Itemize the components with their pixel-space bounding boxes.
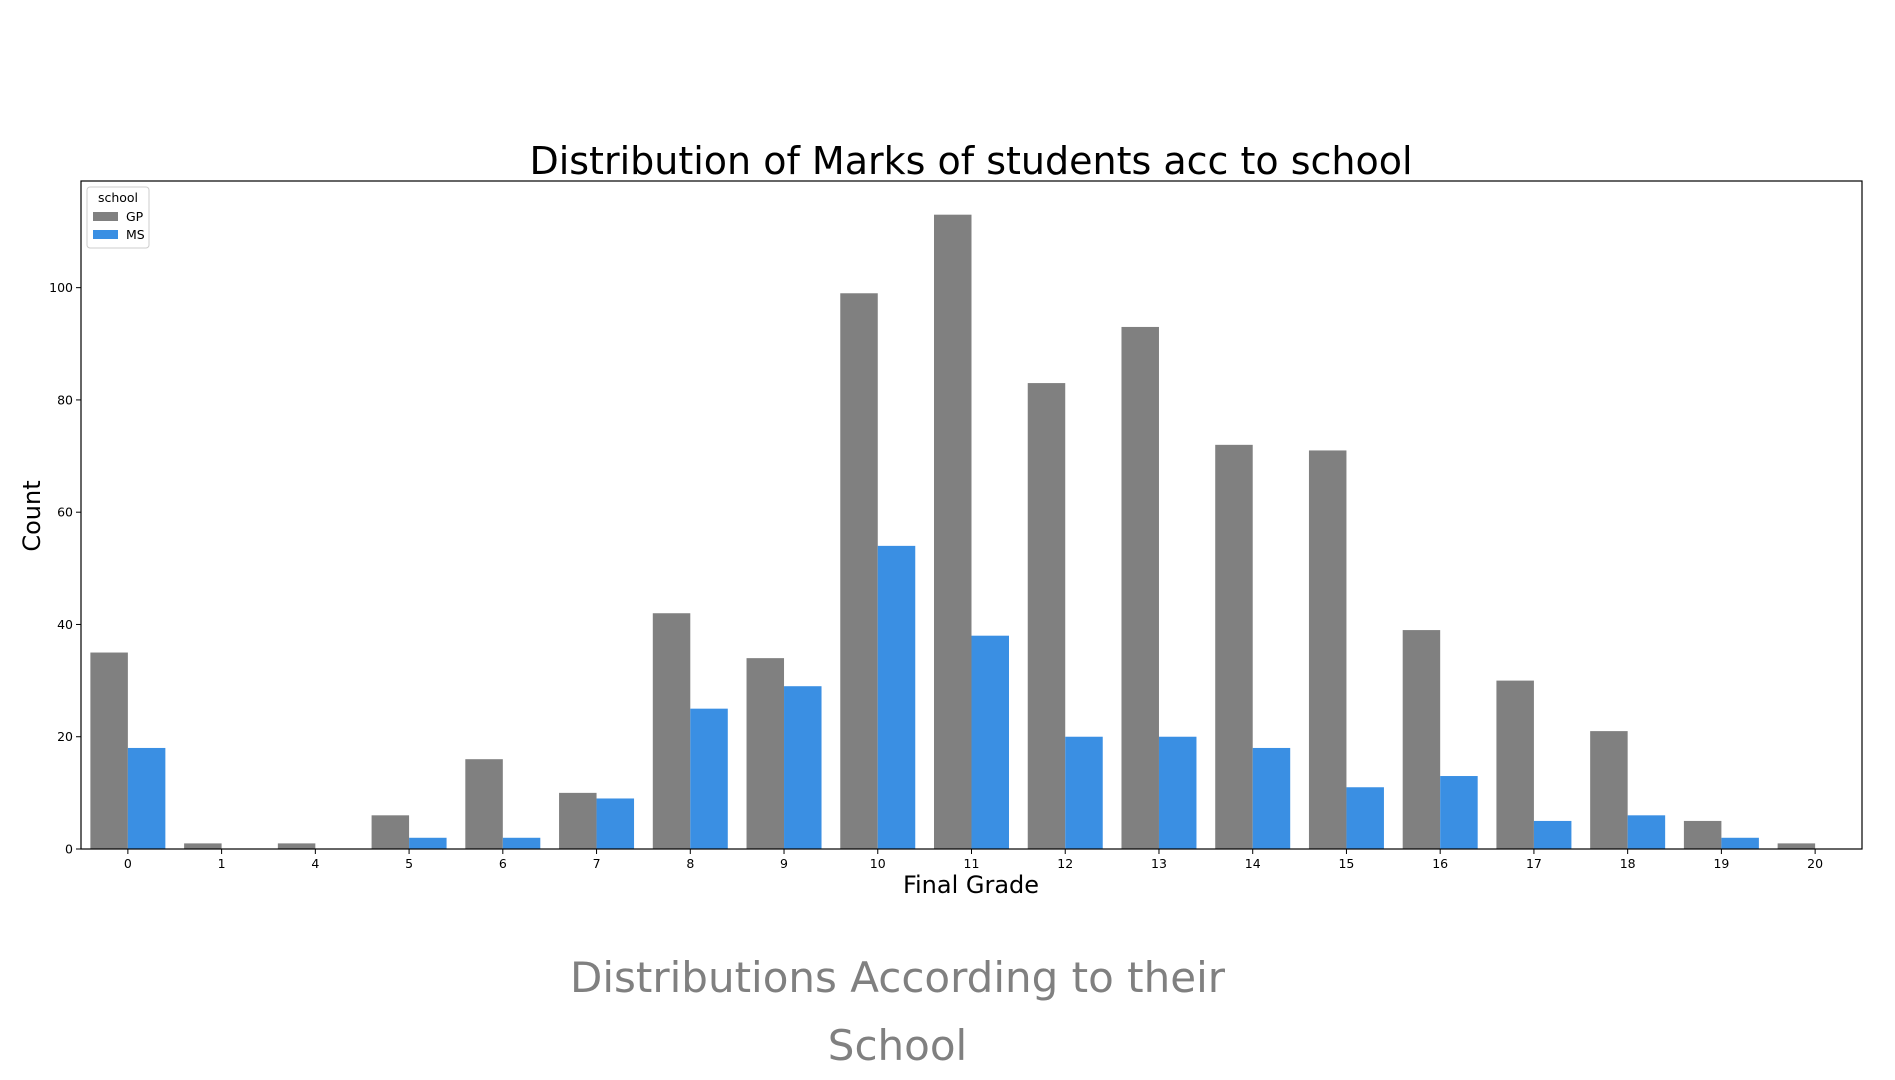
legend-title: school xyxy=(98,190,138,205)
bar-ms-15 xyxy=(1346,787,1384,849)
y-tick-label: 40 xyxy=(57,617,73,632)
bar-gp-0 xyxy=(90,652,128,849)
x-tick-label: 17 xyxy=(1526,856,1542,871)
bar-gp-8 xyxy=(652,613,691,849)
bar-gp-16 xyxy=(1402,630,1441,849)
slide-caption: Distributions According to their School xyxy=(570,953,1225,1070)
bar-gp-6 xyxy=(465,759,503,849)
legend-swatch-gp xyxy=(93,212,118,221)
x-tick-label: 15 xyxy=(1338,856,1354,871)
x-axis-label: Final Grade xyxy=(903,871,1039,899)
x-tick-label: 4 xyxy=(311,856,319,871)
bar-ms-14 xyxy=(1252,747,1291,849)
legend-swatch-ms xyxy=(93,230,118,239)
y-tick-label: 100 xyxy=(49,280,73,295)
x-tick-label: 6 xyxy=(499,856,507,871)
legend: school GP MS xyxy=(86,186,150,249)
bar-ms-18 xyxy=(1627,815,1666,849)
x-axis-ticks: 0 1 4 5 6 7 8 9 10 11 12 13 14 15 16 17 18 19 20 xyxy=(124,849,1823,871)
bar-gp-20 xyxy=(1777,843,1816,849)
legend-label-gp: GP xyxy=(126,209,144,224)
y-tick-label: 60 xyxy=(57,505,73,520)
bar-gp-12 xyxy=(1027,383,1066,849)
x-tick-label: 9 xyxy=(780,856,788,871)
bar-gp-19 xyxy=(1683,820,1722,849)
bar-gp-18 xyxy=(1590,731,1628,849)
x-tick-label: 16 xyxy=(1432,856,1448,871)
bar-ms-9 xyxy=(784,686,822,849)
plot-frame xyxy=(80,180,1863,850)
bar-gp-7 xyxy=(559,792,597,849)
x-tick-label: 18 xyxy=(1620,856,1636,871)
x-tick-label: 13 xyxy=(1151,856,1167,871)
bar-gp-9 xyxy=(746,658,785,849)
bars-group xyxy=(90,214,1816,850)
bar-ms-7 xyxy=(596,798,635,849)
y-tick-label: 80 xyxy=(57,392,73,407)
bar-gp-15 xyxy=(1308,450,1347,849)
y-tick-label: 20 xyxy=(57,729,73,744)
x-tick-label: 11 xyxy=(964,856,980,871)
legend-label-ms: MS xyxy=(126,227,145,242)
x-tick-label: 7 xyxy=(593,856,601,871)
x-tick-label: 8 xyxy=(686,856,694,871)
x-tick-label: 14 xyxy=(1245,856,1261,871)
bar-ms-16 xyxy=(1440,776,1478,849)
chart-title: Distribution of Marks of students acc to… xyxy=(529,139,1412,183)
bar-gp-13 xyxy=(1121,326,1159,849)
bar-ms-13 xyxy=(1158,736,1197,849)
x-tick-label: 5 xyxy=(405,856,413,871)
bar-ms-11 xyxy=(971,635,1009,849)
bar-gp-5 xyxy=(371,815,410,849)
bar-ms-0 xyxy=(127,747,166,849)
x-tick-label: 20 xyxy=(1807,856,1823,871)
y-tick-label: 0 xyxy=(65,842,73,857)
bar-gp-4 xyxy=(277,843,316,849)
bar-gp-11 xyxy=(934,214,972,850)
x-tick-label: 10 xyxy=(870,856,886,871)
x-tick-label: 1 xyxy=(218,856,226,871)
bar-ms-8 xyxy=(690,708,728,849)
x-tick-label: 0 xyxy=(124,856,132,871)
bar-gp-1 xyxy=(184,843,222,849)
x-tick-label: 19 xyxy=(1713,856,1729,871)
bar-ms-6 xyxy=(502,837,541,849)
y-axis-label: Count xyxy=(18,480,46,551)
bar-ms-17 xyxy=(1533,820,1572,849)
bar-gp-14 xyxy=(1215,444,1253,849)
bar-ms-12 xyxy=(1065,736,1103,849)
x-tick-label: 12 xyxy=(1057,856,1073,871)
bar-gp-10 xyxy=(840,293,878,849)
bar-gp-17 xyxy=(1496,680,1534,849)
bar-ms-5 xyxy=(409,837,447,849)
bar-ms-10 xyxy=(877,545,916,849)
y-axis-ticks: 0 20 40 60 80 100 xyxy=(49,280,81,857)
bar-ms-19 xyxy=(1721,837,1759,849)
